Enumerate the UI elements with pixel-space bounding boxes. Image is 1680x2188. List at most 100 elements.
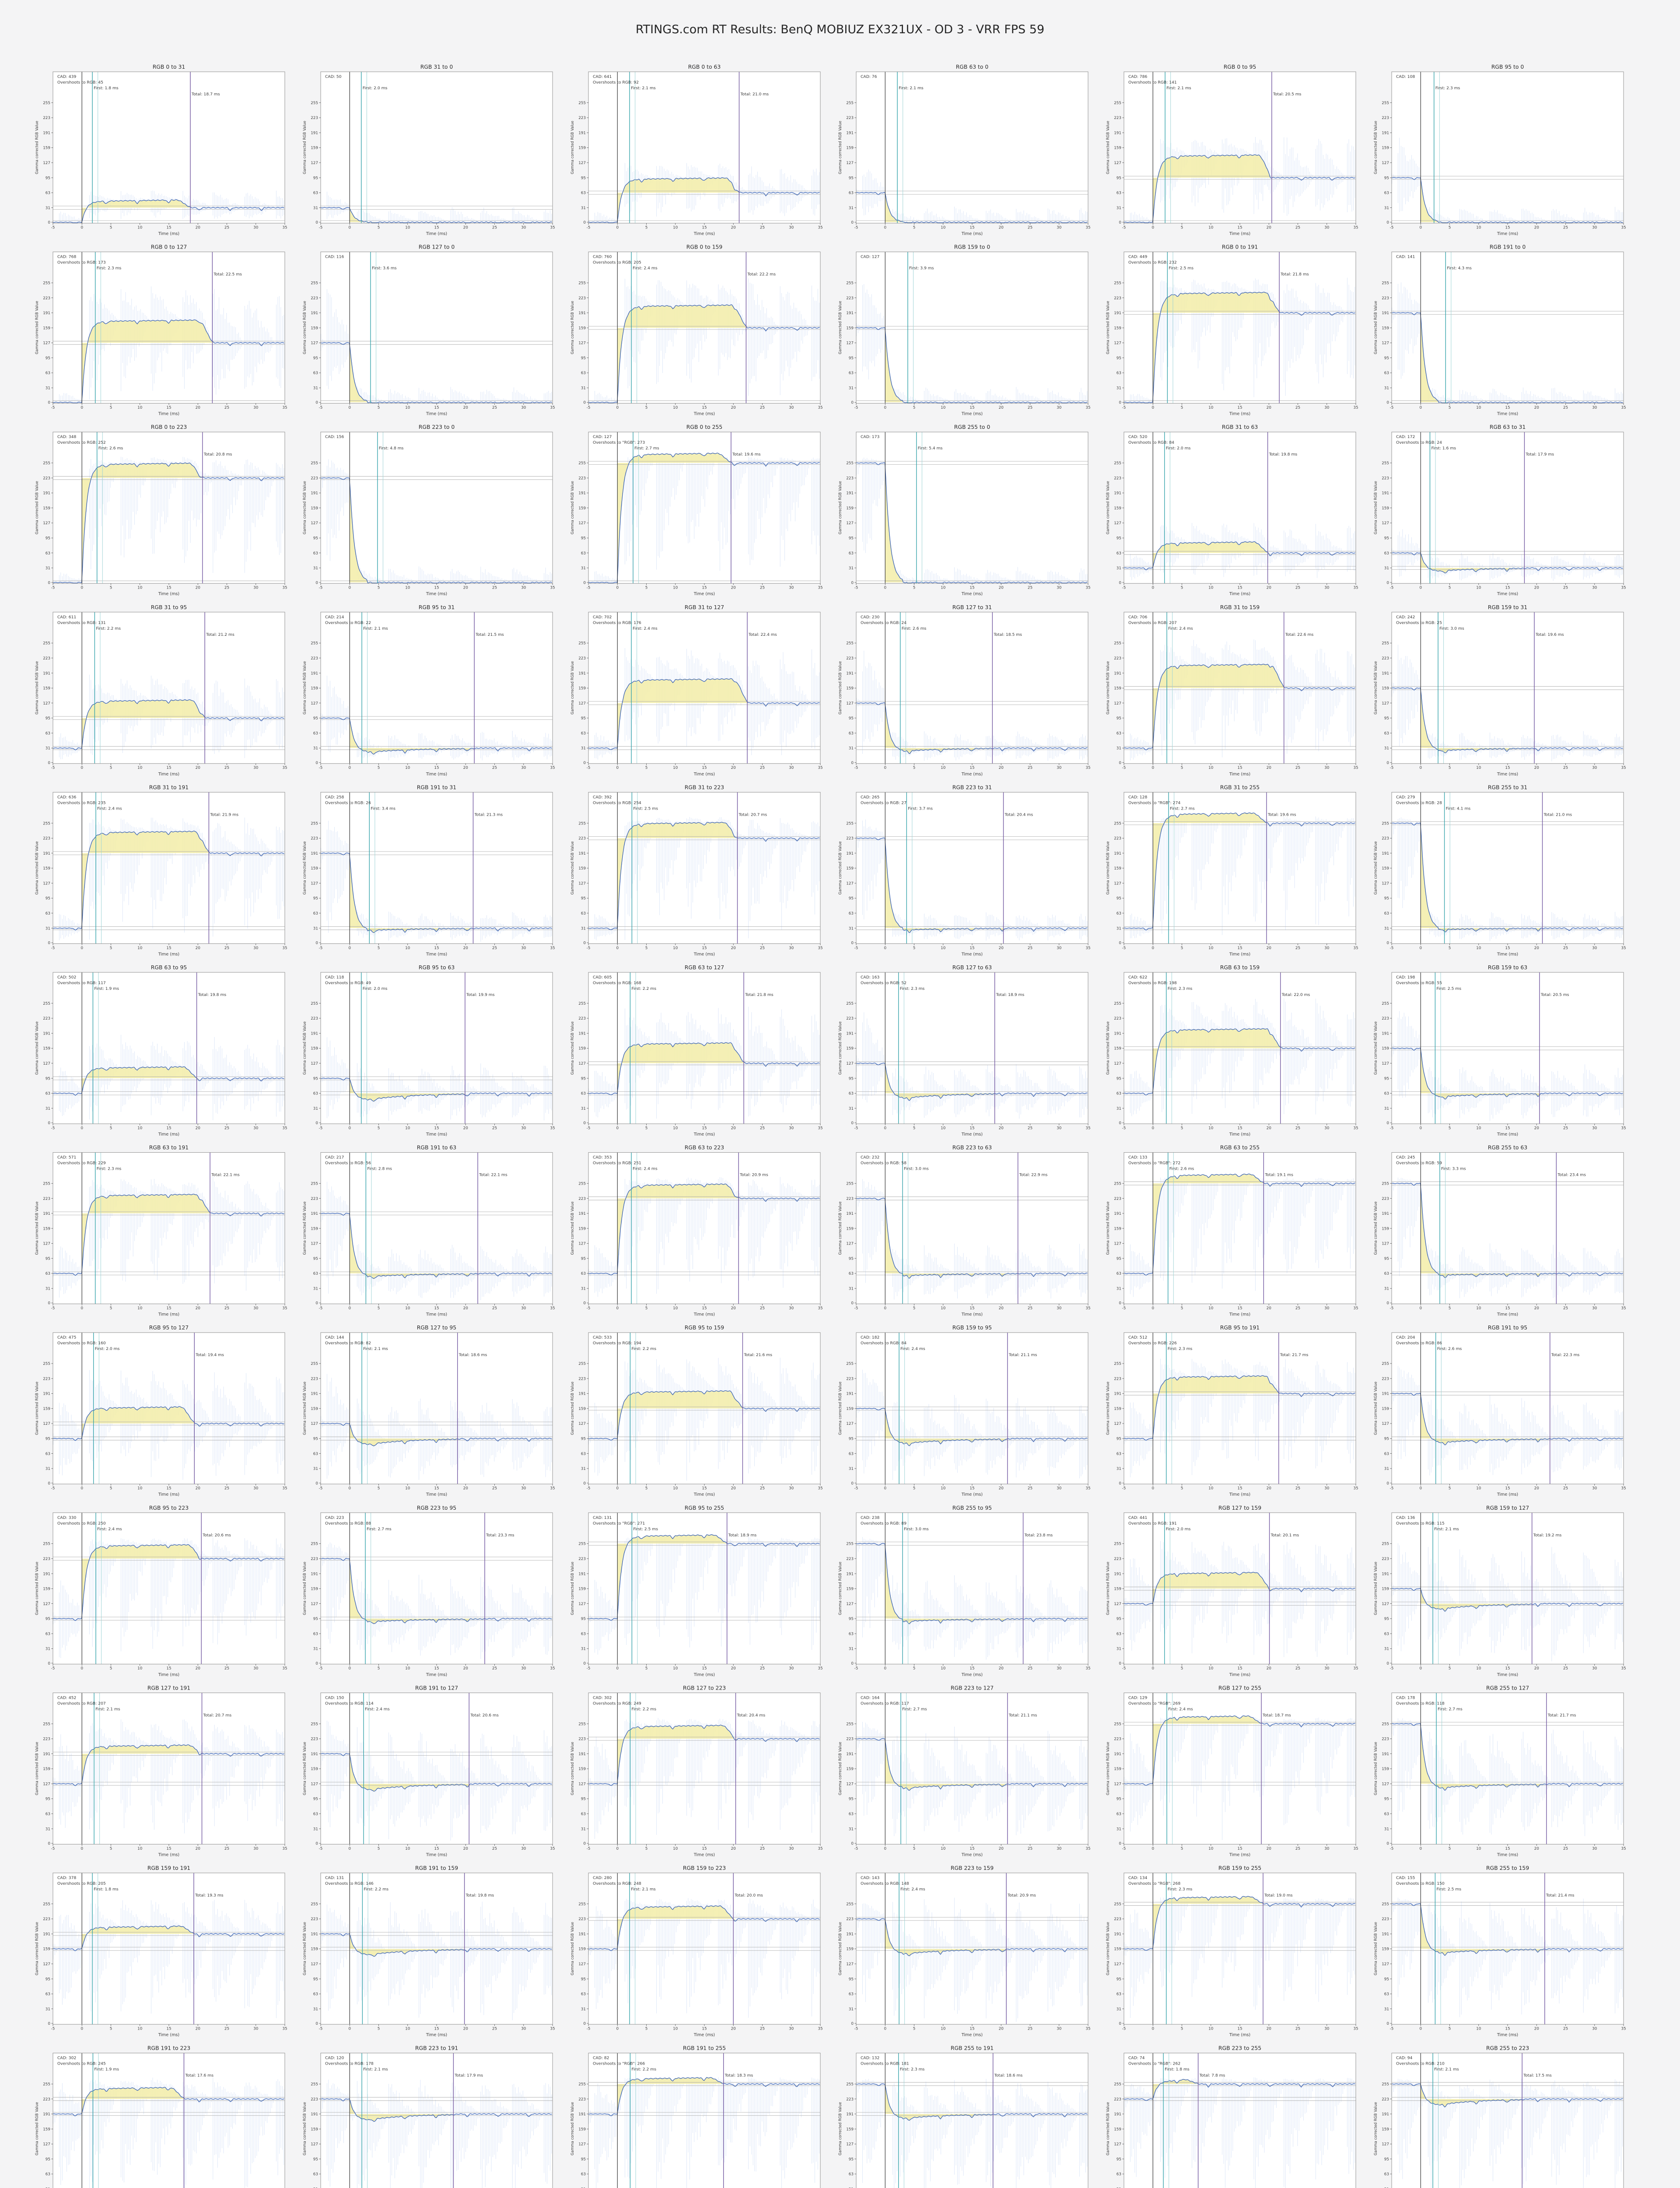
x-tick-label: 30 (1324, 1126, 1330, 1130)
overshoot-area (617, 1905, 735, 1950)
y-tick-label: 127 (1382, 341, 1389, 346)
y-tick-label: 0 (1386, 221, 1389, 225)
cad-annotation: CAD: 134 (1128, 1876, 1147, 1880)
overshoot-annotation: Overshoots to "RGB": 266 (593, 2062, 645, 2066)
y-tick-label: 0 (851, 1481, 854, 1486)
chart-title: RGB 95 to 31 (419, 604, 455, 610)
overshoot-annotation: Overshoots to RGB: 22 (325, 621, 371, 625)
y-tick-label: 223 (1382, 1017, 1389, 1021)
y-tick-label: 159 (578, 506, 586, 511)
y-tick-label: 159 (311, 1587, 318, 1592)
y-tick-label: 95 (1116, 2157, 1121, 2162)
x-axis-label: Time (ms) (693, 1132, 715, 1137)
x-tick-label: -5 (319, 2027, 323, 2031)
x-tick-label: 0 (616, 406, 619, 410)
y-tick-label: 31 (849, 386, 854, 390)
chart-title: RGB 223 to 0 (419, 424, 455, 430)
y-tick-label: 31 (46, 1827, 50, 1831)
y-tick-label: 31 (1116, 206, 1121, 210)
y-tick-label: 191 (578, 1212, 586, 1216)
x-tick-label: -5 (319, 1306, 323, 1311)
y-tick-label: 255 (1114, 1722, 1121, 1726)
x-tick-label: 35 (818, 1126, 822, 1130)
y-tick-label: 63 (849, 2172, 854, 2177)
x-tick-label: 30 (253, 766, 259, 770)
y-tick-label: 95 (313, 1257, 318, 1261)
y-tick-label: 255 (1382, 461, 1389, 466)
x-tick-label: 30 (521, 2027, 526, 2031)
first-response-annotation: First: 2.6 ms (902, 626, 927, 631)
x-tick-label: -5 (854, 766, 858, 770)
first-response-annotation: First: 2.1 ms (899, 86, 924, 91)
y-tick-label: 255 (311, 1542, 318, 1546)
chart-title: RGB 31 to 95 (151, 604, 187, 610)
y-tick-label: 223 (846, 1017, 854, 1021)
total-response-annotation: Total: 18.9 ms (728, 1533, 757, 1538)
y-tick-label: 95 (1384, 1617, 1389, 1621)
x-tick-label: 25 (760, 766, 765, 770)
y-tick-label: 95 (581, 2157, 586, 2162)
y-tick-label: 191 (311, 2112, 318, 2117)
y-axis-label: Gamma corrected RGB Value (1106, 1021, 1110, 1075)
y-tick-label: 31 (313, 2007, 318, 2012)
y-axis-label: Gamma corrected RGB Value (1373, 1922, 1378, 1975)
cad-annotation: CAD: 786 (1128, 74, 1147, 79)
y-axis-label: Gamma corrected RGB Value (838, 1021, 842, 1075)
y-tick-label: 31 (581, 747, 586, 751)
y-tick-label: 159 (43, 1947, 50, 1952)
y-tick-label: 127 (846, 1062, 854, 1066)
total-response-annotation: Total: 19.8 ms (198, 992, 227, 997)
response-mean-line (588, 452, 820, 583)
first-response-annotation: First: 2.1 ms (631, 1887, 656, 1892)
x-axis-label: Time (ms) (1497, 1492, 1518, 1497)
y-tick-label: 95 (313, 1977, 318, 1981)
x-tick-label: 10 (137, 766, 143, 770)
x-tick-label: 10 (137, 1126, 143, 1130)
y-axis-label: Gamma corrected RGB Value (35, 1742, 39, 1795)
x-tick-label: 25 (1028, 1666, 1032, 1671)
x-tick-label: 35 (1353, 225, 1358, 230)
x-tick-label: 15 (434, 1126, 439, 1130)
x-tick-label: 15 (1237, 586, 1242, 590)
cad-annotation: CAD: 173 (861, 435, 879, 439)
y-tick-label: 31 (313, 747, 318, 751)
x-tick-label: 35 (550, 1847, 555, 1851)
x-tick-label: 10 (941, 766, 946, 770)
plot-frame (1124, 2053, 1356, 2188)
first-response-annotation: First: 2.3 ms (900, 2067, 925, 2072)
x-tick-label: 15 (166, 1306, 171, 1311)
x-tick-label: 35 (282, 225, 287, 230)
x-tick-label: 0 (1152, 586, 1154, 590)
cad-annotation: CAD: 204 (1396, 1335, 1415, 1340)
x-tick-label: 30 (1324, 946, 1330, 950)
y-tick-label: 63 (313, 1992, 318, 1997)
y-tick-label: 95 (1384, 536, 1389, 540)
y-axis-label: Gamma corrected RGB Value (302, 1562, 307, 1615)
y-tick-label: 191 (1114, 1572, 1121, 1576)
x-tick-label: -5 (587, 946, 591, 950)
chart-title: RGB 255 to 63 (1488, 1144, 1527, 1151)
response-mean-line (52, 199, 284, 223)
x-tick-label: 5 (645, 2027, 648, 2031)
overshoot-annotation: Overshoots to "RGB": 262 (1128, 2062, 1180, 2066)
first-response-annotation: First: 2.6 ms (1437, 1346, 1462, 1351)
total-response-annotation: Total: 22.1 ms (211, 1173, 240, 1178)
x-tick-label: 35 (550, 1306, 555, 1311)
y-tick-label: 31 (313, 1467, 318, 1471)
y-tick-label: 159 (846, 2127, 854, 2132)
x-tick-label: -5 (1122, 1666, 1126, 1671)
y-tick-label: 223 (43, 1737, 50, 1742)
x-tick-label: 20 (731, 1306, 736, 1311)
x-tick-label: 20 (999, 225, 1004, 230)
cad-annotation: CAD: 302 (57, 2056, 76, 2061)
x-tick-label: 20 (731, 225, 736, 230)
plot-area (53, 2053, 285, 2188)
y-tick-label: 63 (46, 1812, 50, 1816)
y-tick-label: 127 (311, 521, 318, 526)
